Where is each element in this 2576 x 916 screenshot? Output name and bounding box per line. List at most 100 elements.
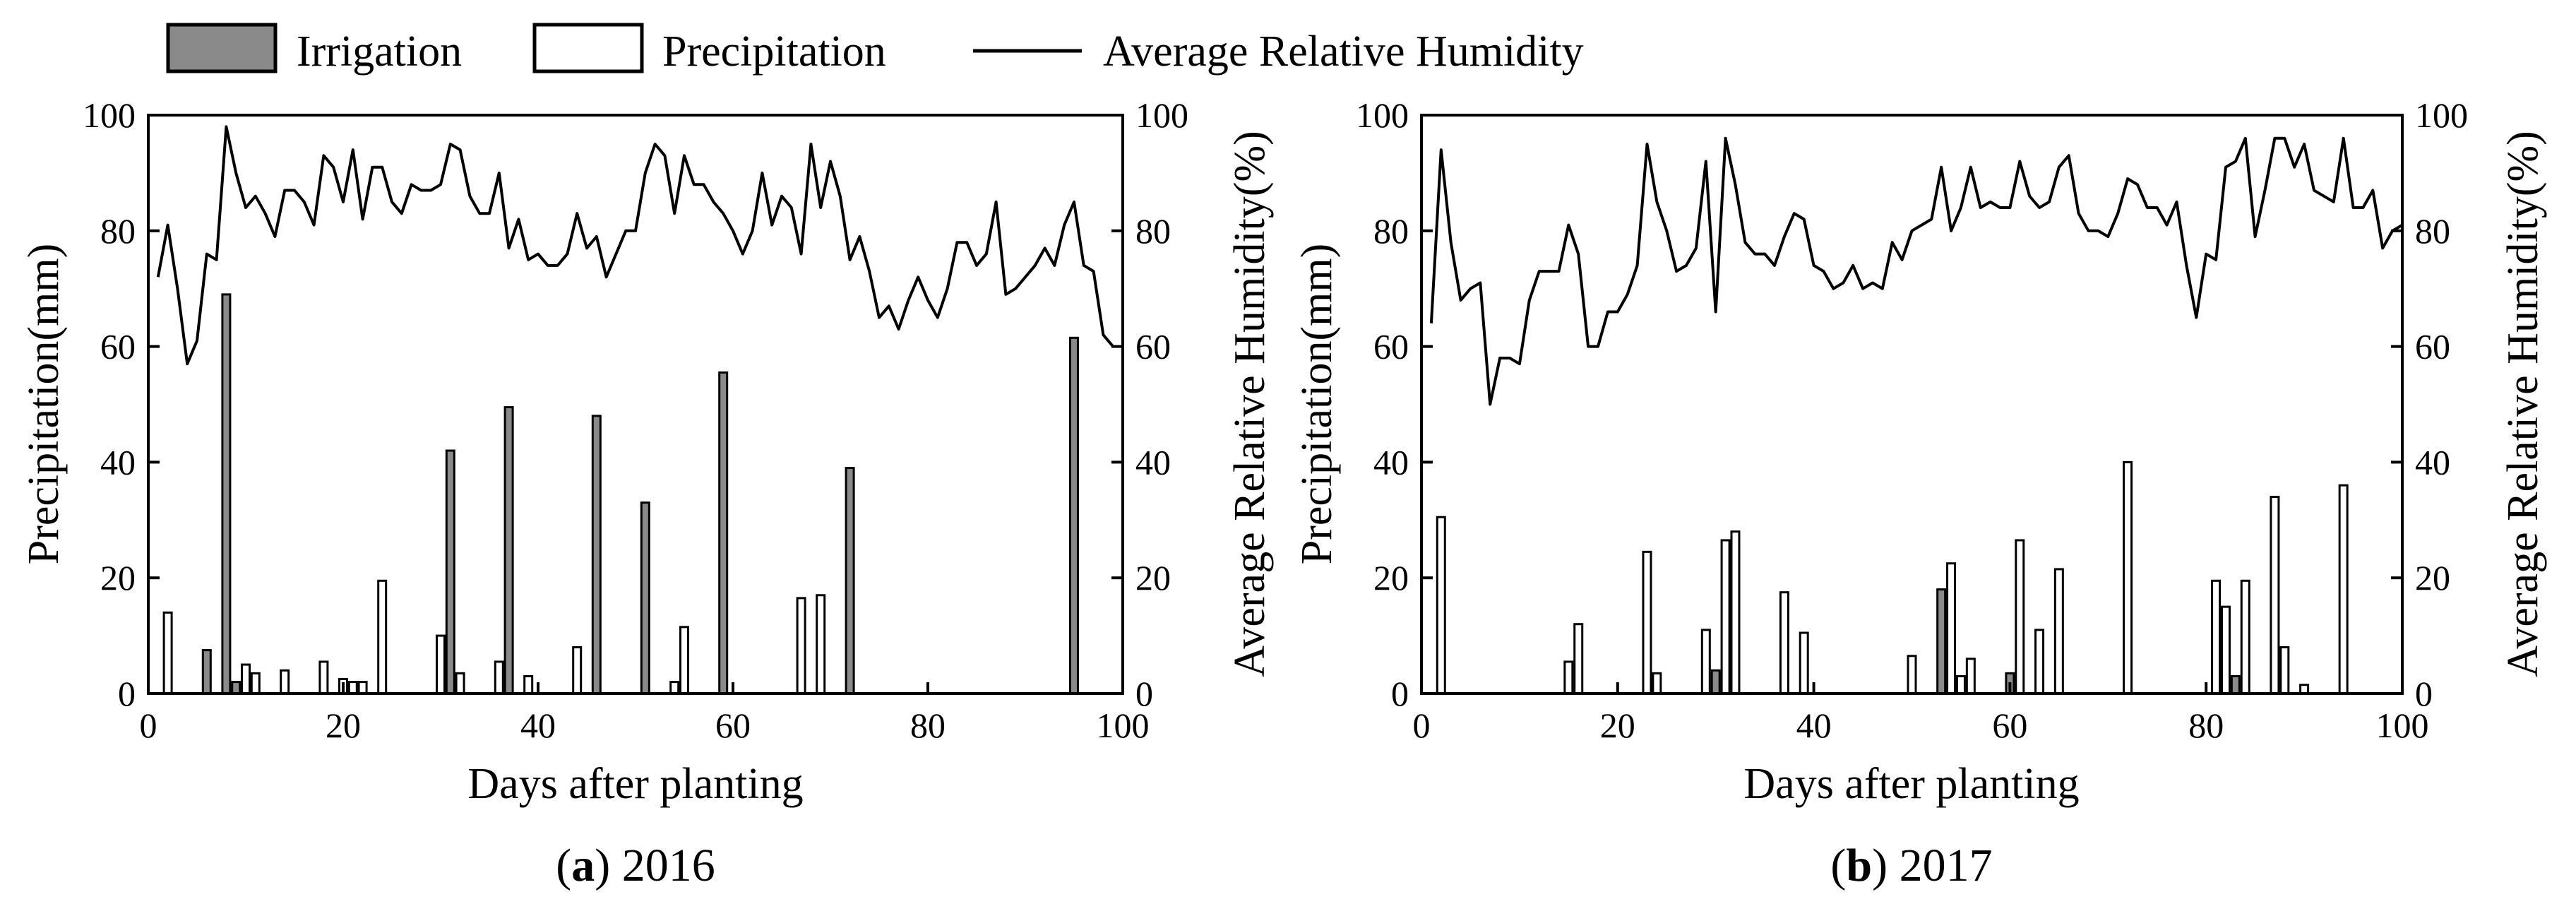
panel-b-precipitation-bar bbox=[2279, 646, 2290, 695]
panel-a-ytick-left-label: 0 bbox=[118, 674, 136, 713]
panel-b-ytick-right-label: 20 bbox=[2415, 558, 2450, 597]
panel-b-irrigation-bar bbox=[2230, 674, 2241, 695]
panel-b-xtick-label: 80 bbox=[2188, 706, 2224, 745]
panel-b-ytick-right-label: 60 bbox=[2415, 327, 2450, 367]
panel-a-frame bbox=[147, 114, 1124, 695]
panel-a-ytick-left-label: 40 bbox=[100, 442, 136, 482]
panel-a-xtick-label: 40 bbox=[520, 706, 556, 745]
panel-b-precipitation-bar bbox=[2034, 629, 2045, 695]
panel-b-precipitation-bar bbox=[1907, 655, 1917, 695]
panel-b-precipitation-bar bbox=[1730, 530, 1741, 695]
panel-a-irrigation-bar bbox=[221, 293, 232, 695]
panel-b-precipitation-bar bbox=[2211, 579, 2222, 695]
panel-b-precipitation-bar bbox=[2270, 496, 2280, 695]
panel-a-xtick-label: 0 bbox=[140, 706, 157, 745]
panel-a-irrigation-bar bbox=[591, 415, 602, 695]
panel-b-precipitation-bar bbox=[1642, 550, 1652, 695]
panel-a-xtick-label: 80 bbox=[910, 706, 946, 745]
panel-b-precipitation-bar bbox=[1573, 623, 1584, 695]
panel-a-precipitation-bar bbox=[436, 634, 446, 695]
panel-b-xtick-label: 20 bbox=[1600, 706, 1635, 745]
panel-a-precipitation-bar bbox=[241, 663, 251, 695]
panel-a-ylabel-left: Precipitation(mm) bbox=[20, 244, 68, 565]
panel-b-xtick-label: 60 bbox=[1992, 706, 2027, 745]
panel-a-ytick-left-label: 80 bbox=[100, 211, 136, 251]
panel-b-precipitation-bar bbox=[1799, 631, 1809, 695]
panel-b-caption: (b) 2017 bbox=[1830, 840, 1992, 891]
panel-a-precipitation-bar bbox=[377, 579, 388, 695]
panel-b-ylabel-left: Precipitation(mm) bbox=[1293, 244, 1341, 565]
panel-b-precipitation-bar bbox=[2338, 484, 2349, 695]
legend-irrigation-label: Irrigation bbox=[297, 28, 462, 76]
panel-a-precipitation-bar bbox=[494, 660, 504, 695]
panel-b-ytick-left-label: 40 bbox=[1373, 442, 1409, 482]
legend-precipitation-swatch bbox=[532, 23, 644, 73]
panel-b-ytick-right-label: 80 bbox=[2415, 211, 2450, 251]
panel-b-ytick-left-label: 100 bbox=[1356, 95, 1409, 135]
panel-b-ytick-left-label: 60 bbox=[1373, 327, 1409, 367]
panel-b-precipitation-bar bbox=[1563, 660, 1574, 695]
panel-a-ytick-left-label: 60 bbox=[100, 327, 136, 367]
panel-b-irrigation-bar bbox=[1710, 669, 1721, 695]
panel-a-precipitation-bar bbox=[280, 669, 290, 695]
panel-a-xtick-label: 100 bbox=[1097, 706, 1150, 745]
panel-b-precipitation-bar bbox=[1700, 629, 1711, 695]
panel-a-precipitation-bar bbox=[347, 681, 358, 695]
panel-b-frame bbox=[1420, 114, 2404, 695]
panel-a-precipitation-bar bbox=[162, 611, 173, 695]
panel-b-xtick-label: 40 bbox=[1796, 706, 1832, 745]
panel-b-ytick-left-label: 20 bbox=[1373, 558, 1409, 597]
panel-b-precipitation-bar bbox=[2053, 568, 2064, 695]
panel-a-ytick-right-label: 40 bbox=[1135, 442, 1171, 482]
panel-b-precipitation-bar bbox=[1946, 562, 1957, 695]
panel-a-ylabel-right: Average Relative Humidity(%) bbox=[1226, 131, 1274, 677]
panel-a-irrigation-bar bbox=[445, 449, 455, 695]
panel-a-xtick-label: 60 bbox=[715, 706, 751, 745]
panel-b-precipitation-bar bbox=[1779, 591, 1789, 695]
panel-a-precipitation-bar bbox=[357, 681, 368, 695]
panel-b-precipitation-bar bbox=[1652, 672, 1662, 695]
panel-a-ytick-right-label: 80 bbox=[1135, 211, 1171, 251]
panel-b-humidity-line bbox=[1429, 136, 2404, 406]
panel-a-xlabel: Days after planting bbox=[467, 760, 803, 808]
panel-b-precipitation-bar bbox=[1436, 516, 1446, 695]
panel-a-irrigation-bar bbox=[718, 371, 729, 695]
panel-a-xtick-label: 20 bbox=[326, 706, 361, 745]
panel-a-precipitation-bar bbox=[816, 594, 826, 695]
panel-a-irrigation-bar bbox=[231, 681, 242, 695]
legend-humidity-label: Average Relative Humidity bbox=[1103, 28, 1584, 76]
panel-a-precipitation-bar bbox=[572, 646, 583, 695]
panel-b-ytick-right-label: 40 bbox=[2415, 442, 2450, 482]
panel-b-precipitation-bar bbox=[1720, 539, 1731, 695]
panel-a-humidity-line bbox=[156, 125, 1114, 366]
legend: Irrigation Precipitation Average Relativ… bbox=[166, 23, 1584, 76]
panel-b-irrigation-bar bbox=[1936, 588, 1947, 695]
panel-b-precipitation-bar bbox=[1965, 658, 1976, 695]
panel-b-ylabel-right: Average Relative Humidity(%) bbox=[2499, 131, 2547, 677]
panel-b-plot bbox=[1429, 136, 2404, 695]
panel-a-irrigation-bar bbox=[503, 406, 514, 695]
panel-b-precipitation-bar bbox=[2015, 539, 2025, 695]
panel-a-ytick-left-label: 100 bbox=[83, 95, 136, 135]
panel-a-irrigation-bar bbox=[201, 649, 212, 695]
panel-a-irrigation-bar bbox=[640, 501, 650, 695]
legend-irrigation-swatch bbox=[166, 23, 278, 73]
panel-a-ytick-right-label: 100 bbox=[1135, 95, 1188, 135]
panel-b-ytick-left-label: 80 bbox=[1373, 211, 1409, 251]
panel-a-precipitation-bar bbox=[669, 681, 680, 695]
panel-a-precipitation-bar bbox=[250, 672, 261, 695]
panel-b-ytick-left-label: 0 bbox=[1391, 674, 1409, 713]
panel-b-precipitation-bar bbox=[2240, 579, 2250, 695]
panel-b-ytick-right-label: 100 bbox=[2415, 95, 2468, 135]
panel-a-precipitation-bar bbox=[455, 672, 465, 695]
panel-b-precipitation-bar bbox=[1955, 674, 1966, 695]
panel-b-precipitation-bar bbox=[2123, 460, 2133, 695]
panel-a-ytick-right-label: 20 bbox=[1135, 558, 1171, 597]
panel-a-precipitation-bar bbox=[796, 597, 806, 695]
panel-b-xlabel: Days after planting bbox=[1743, 760, 2079, 808]
